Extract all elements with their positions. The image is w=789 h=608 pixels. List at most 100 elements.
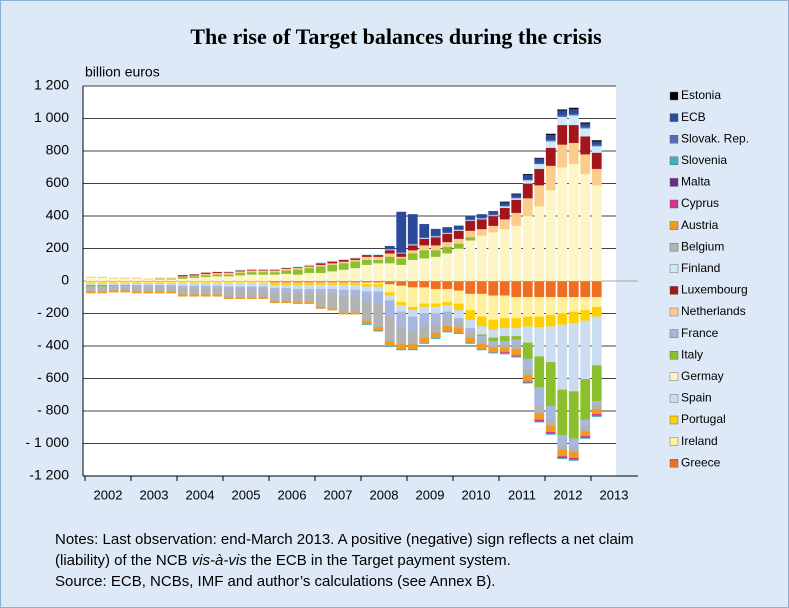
bar-segment [499, 340, 510, 345]
bar-segment [580, 122, 591, 124]
bar-segment [568, 446, 579, 452]
bar-segment [338, 258, 349, 261]
bar-segment [476, 228, 487, 236]
bar-segment [557, 435, 568, 446]
bar-segment [522, 316, 533, 327]
bar-segment [407, 280, 418, 288]
bar-segment [557, 144, 568, 168]
bar-segment [189, 285, 200, 289]
bar-segment [442, 227, 453, 233]
legend-label: Luxembourg [681, 283, 748, 297]
bar-segment [545, 134, 556, 140]
bar-segment [453, 290, 464, 304]
bar-segment [350, 258, 361, 261]
bar-segment [534, 356, 545, 388]
bar-segment [292, 274, 303, 282]
legend-swatch [669, 437, 679, 446]
bar-segment [304, 292, 315, 303]
bar-segment [511, 327, 522, 337]
bar-segment [189, 288, 200, 295]
y-axis-label: billion euros [85, 64, 160, 80]
bar-segment [258, 288, 269, 298]
bar-segment [545, 189, 556, 282]
bar-segment [465, 337, 476, 343]
bar-segment [465, 280, 476, 295]
bar-segment [304, 266, 315, 269]
bar-segment [373, 286, 384, 292]
bar-segment [361, 280, 372, 283]
bar-segment [177, 288, 188, 295]
bar-segment [522, 280, 533, 298]
bar-segment [476, 349, 487, 351]
bar-segment [557, 389, 568, 436]
bar-segment [396, 211, 407, 253]
bar-segment [453, 238, 464, 244]
bar-segment [304, 284, 315, 290]
bar-segment [465, 220, 476, 231]
bar-segment [338, 296, 349, 313]
bar-segment [453, 303, 464, 311]
bar-segment [476, 316, 487, 327]
bar-segment [235, 271, 246, 274]
bar-segment [557, 109, 568, 111]
bar-segment [269, 270, 280, 273]
bar-segment [407, 214, 418, 244]
bar-segment [235, 297, 246, 300]
bar-segment [223, 272, 234, 275]
bar-segment [384, 340, 395, 347]
legend-swatch [669, 178, 679, 187]
legend-swatch [669, 415, 679, 425]
legend-label: Ireland [681, 434, 718, 448]
bar-segment [580, 426, 591, 432]
legend-swatch [669, 286, 679, 295]
bar-segment [419, 342, 430, 344]
bar-segment [189, 283, 200, 287]
legend-label: ECB [681, 110, 706, 124]
bar-segment [223, 271, 234, 273]
bar-segment [580, 154, 591, 174]
bar-segment [465, 230, 476, 238]
bar-segment [476, 293, 487, 317]
bar-segment [499, 295, 510, 319]
bar-segment [350, 280, 361, 283]
bar-segment [189, 274, 200, 276]
legend-swatch [669, 156, 679, 166]
bar-segment [97, 288, 108, 292]
bar-segment [223, 297, 234, 300]
bar-segment [453, 225, 464, 230]
bar-segment [315, 262, 326, 265]
bar-segment [407, 331, 418, 345]
bar-segment [384, 280, 395, 285]
y-tick-label: 1 200 [34, 77, 69, 93]
bar-segment [396, 264, 407, 282]
bar-segment [212, 285, 223, 289]
bar-segment [580, 379, 591, 421]
bar-segment [430, 280, 441, 290]
bar-segment [442, 241, 453, 248]
bar-segment [534, 405, 545, 414]
legend-label: Austria [681, 218, 719, 232]
legend-swatch [669, 329, 679, 338]
bar-segment [419, 306, 430, 314]
bar-segment [522, 368, 533, 376]
bar-segment [580, 419, 591, 427]
bar-segment [430, 332, 441, 339]
x-tick-label: 2012 [554, 487, 583, 502]
bar-segment [442, 301, 453, 306]
bar-segment [258, 270, 269, 273]
bar-segment [361, 323, 372, 326]
bar-segment [591, 144, 602, 147]
bar-segment [511, 356, 522, 358]
bar-segment [534, 206, 545, 282]
bar-segment [488, 352, 499, 354]
bar-segment [384, 249, 395, 254]
y-tick-label: 800 [46, 142, 70, 158]
bar-segment [591, 140, 602, 142]
bar-segment [568, 323, 579, 392]
bar-segment [350, 284, 361, 291]
bar-segment [545, 405, 556, 420]
bar-segment [258, 297, 269, 300]
x-tick-label: 2010 [462, 487, 491, 502]
bar-segment [258, 271, 269, 275]
bar-segment [384, 316, 395, 342]
